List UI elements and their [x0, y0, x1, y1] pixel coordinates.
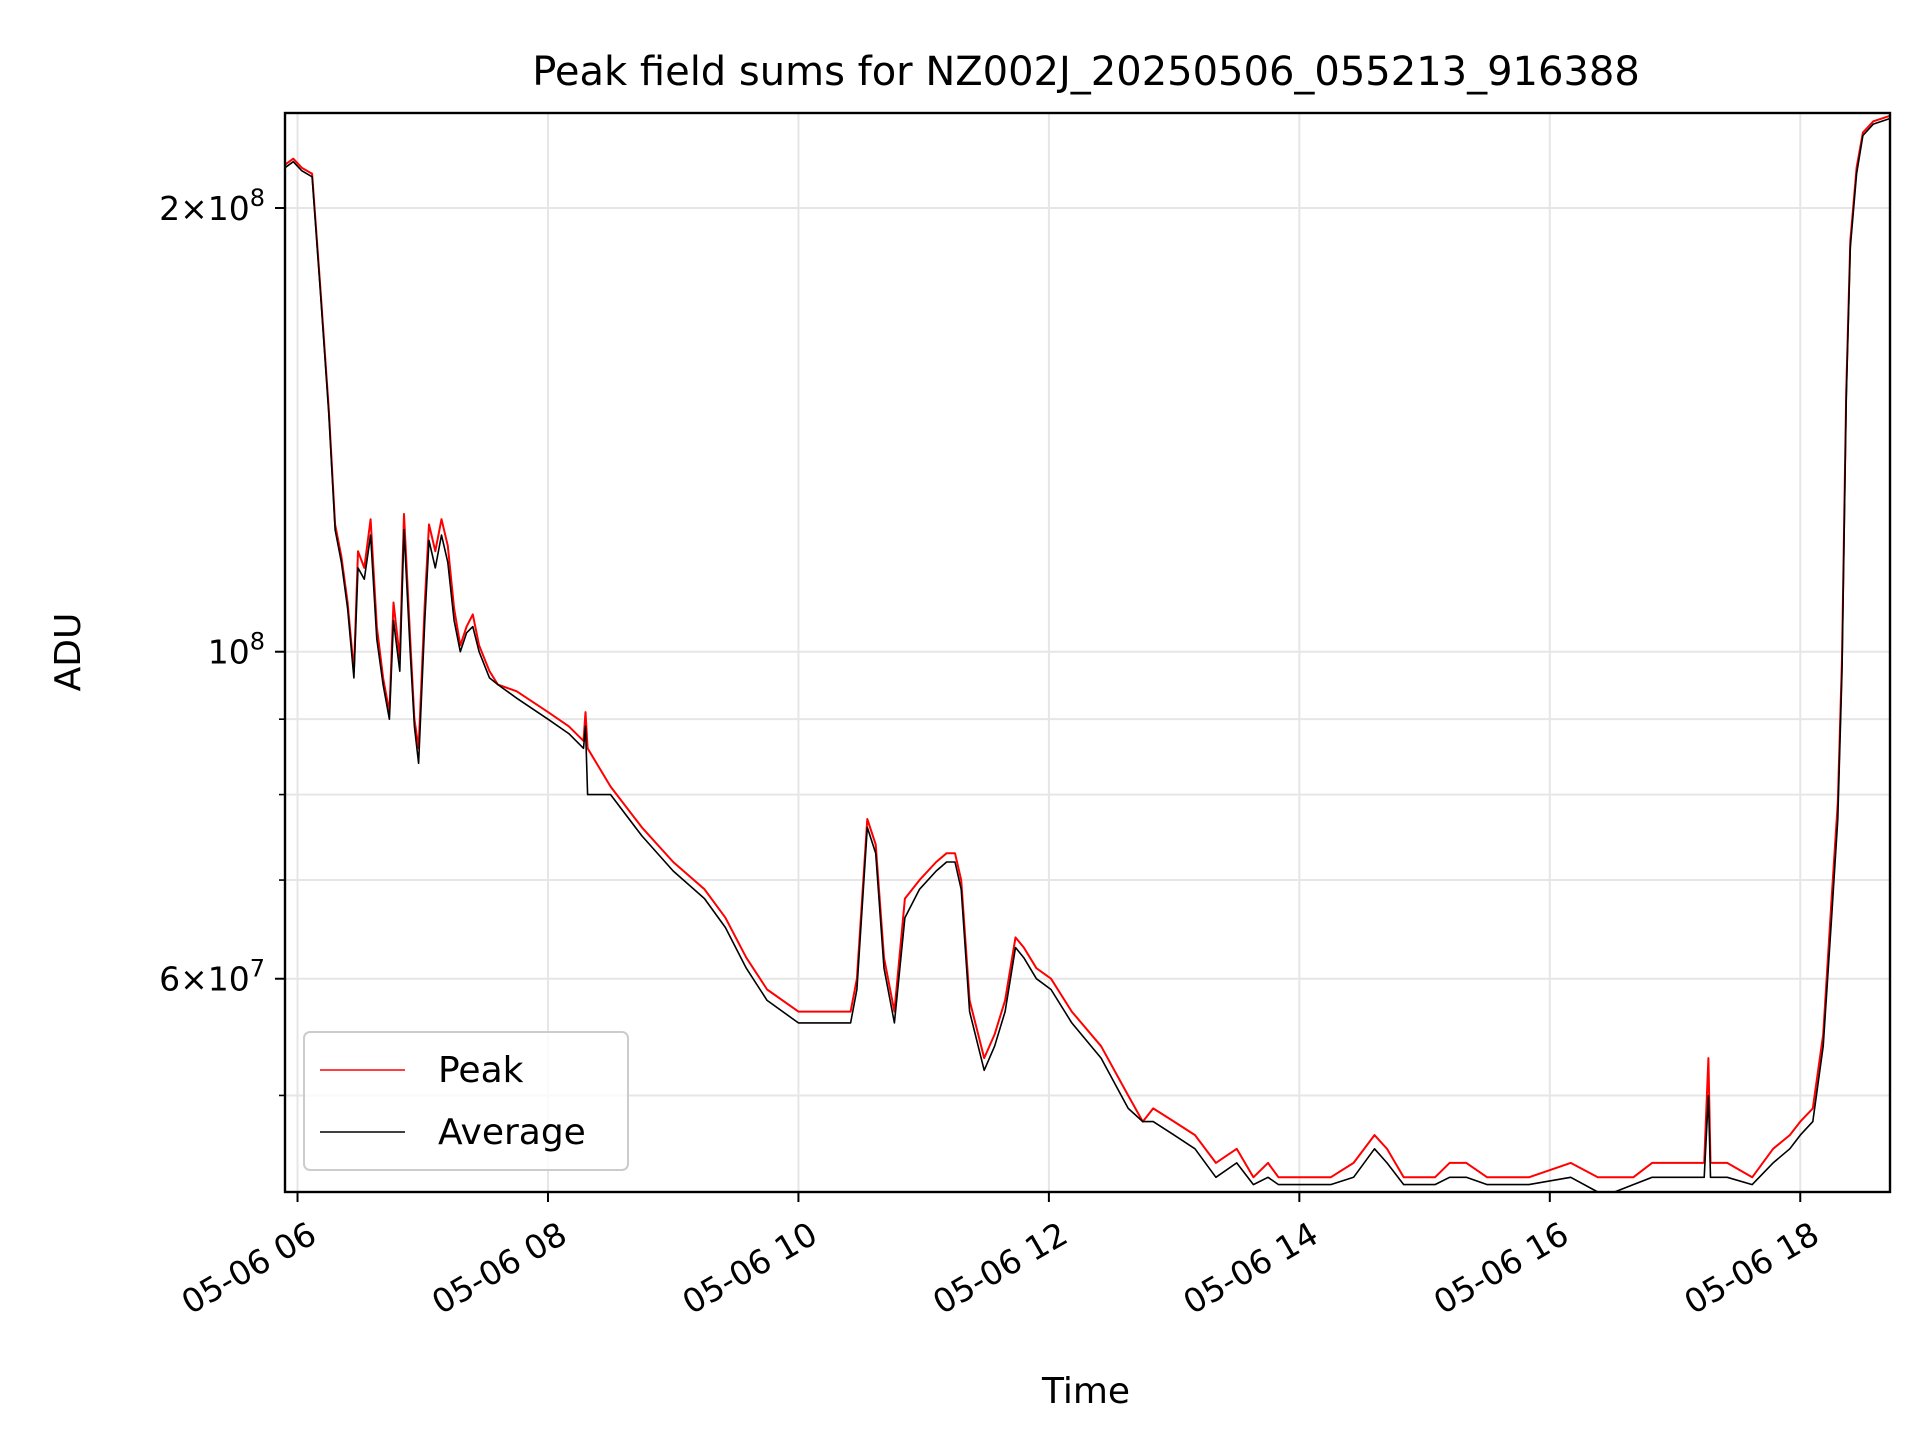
- legend-label-average: Average: [438, 1112, 586, 1153]
- legend-box: [303, 1031, 629, 1171]
- x-axis-label: Time: [1041, 1371, 1130, 1412]
- y-tick-base: 6×10: [159, 960, 250, 999]
- y-tick-exponent: 7: [250, 955, 265, 983]
- y-axis-label: ADU: [48, 613, 89, 692]
- chart-title: Peak field sums for NZ002J_20250506_0552…: [532, 49, 1640, 95]
- y-tick-label: 108: [208, 628, 265, 672]
- series-line-average: [284, 117, 1891, 1193]
- y-tick-base: 10: [208, 633, 250, 672]
- legend: Peak Average: [303, 1031, 629, 1171]
- y-tick-base: 2×10: [159, 189, 250, 228]
- y-tick-exponent: 8: [250, 184, 265, 212]
- legend-label-peak: Peak: [438, 1050, 524, 1091]
- grid: [285, 113, 1890, 1192]
- y-tick-label: 6×107: [159, 955, 265, 999]
- y-tick-label: 2×108: [159, 184, 265, 228]
- series-layer: [284, 114, 1891, 1193]
- y-tick-exponent: 8: [250, 628, 265, 656]
